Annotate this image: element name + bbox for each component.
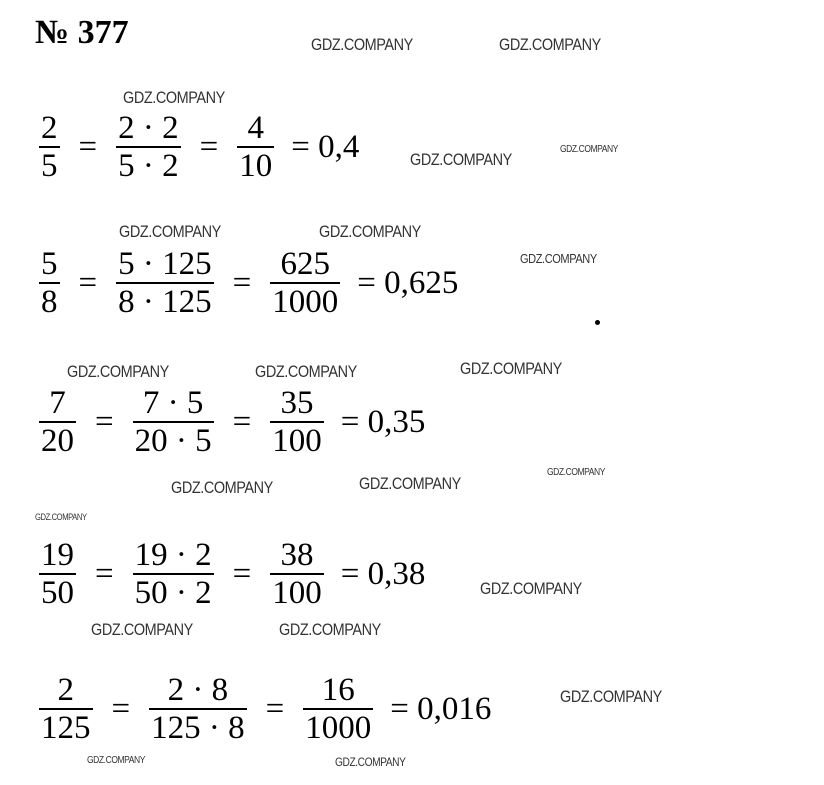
fraction: 19 50	[36, 537, 79, 611]
watermark: GDZ.COMPANY	[123, 88, 225, 107]
watermark: GDZ.COMPANY	[410, 150, 512, 169]
denominator: 20 · 5	[132, 421, 214, 459]
equals-sign: =	[78, 264, 98, 301]
decimal-result: = 0,4	[291, 128, 360, 165]
equation-row-4: 19 50 = 19 · 2 50 · 2 = 38 100 = 0,38	[36, 537, 425, 611]
fraction: 625 1000	[267, 246, 343, 320]
fraction: 35 100	[267, 385, 327, 459]
watermark: GDZ.COMPANY	[520, 251, 597, 266]
numerator: 5	[41, 246, 58, 282]
equals-sign: =	[78, 128, 98, 165]
fraction: 4 10	[234, 110, 277, 184]
denominator: 20	[39, 421, 76, 459]
equals-sign: =	[232, 403, 252, 440]
watermark: GDZ.COMPANY	[35, 512, 87, 522]
numerator: 2 · 8	[167, 672, 229, 708]
numerator: 4	[247, 110, 265, 146]
denominator: 8 · 125	[116, 282, 214, 320]
equation-row-3: 7 20 = 7 · 5 20 · 5 = 35 100 = 0,35	[36, 385, 425, 459]
watermark: GDZ.COMPANY	[255, 362, 357, 381]
fraction: 7 20	[36, 385, 79, 459]
watermark: GDZ.COMPANY	[335, 755, 406, 769]
numerator: 19 · 2	[134, 537, 212, 573]
fraction: 2 125	[36, 672, 96, 746]
watermark: GDZ.COMPANY	[560, 687, 662, 706]
numerator: 7 · 5	[142, 385, 204, 421]
numerator: 16	[321, 672, 355, 708]
denominator: 1000	[270, 282, 341, 320]
watermark: GDZ.COMPANY	[560, 144, 618, 155]
denominator: 50 · 2	[132, 573, 214, 611]
denominator: 100	[270, 421, 324, 459]
watermark: GDZ.COMPANY	[171, 478, 273, 497]
numerator: 2	[41, 110, 58, 146]
equals-sign: =	[95, 555, 114, 592]
fraction: 16 1000	[300, 672, 376, 746]
decimal-result: = 0,016	[390, 690, 492, 727]
fraction: 7 · 5 20 · 5	[130, 385, 217, 459]
decimal-result: = 0,38	[340, 555, 426, 592]
denominator: 125 · 8	[149, 708, 247, 746]
numerator: 2 · 2	[118, 110, 179, 146]
numerator: 625	[280, 246, 331, 282]
equals-sign: =	[199, 128, 219, 165]
numerator: 35	[280, 385, 314, 421]
equals-sign: =	[232, 555, 252, 592]
problem-number: № 377	[35, 14, 129, 51]
watermark: GDZ.COMPANY	[499, 35, 601, 54]
watermark: GDZ.COMPANY	[279, 620, 381, 639]
numerator: 19	[41, 537, 74, 573]
denominator: 50	[39, 573, 76, 611]
denominator: 10	[237, 146, 275, 184]
watermark: GDZ.COMPANY	[87, 755, 145, 766]
denominator: 5 · 2	[116, 146, 181, 184]
numerator: 5 · 125	[118, 246, 212, 282]
watermark: GDZ.COMPANY	[91, 620, 193, 639]
numerator: 2	[57, 672, 75, 708]
denominator: 100	[270, 573, 324, 611]
equation-row-5: 2 125 = 2 · 8 125 · 8 = 16 1000 = 0,016	[36, 672, 491, 746]
equals-sign: =	[232, 264, 252, 301]
denominator: 8	[39, 282, 60, 320]
equals-sign: =	[95, 403, 114, 440]
equals-sign: =	[265, 690, 285, 727]
fraction: 19 · 2 50 · 2	[130, 537, 217, 611]
decimal-result: = 0,625	[357, 264, 459, 301]
fraction: 2 · 8 125 · 8	[146, 672, 250, 746]
watermark: GDZ.COMPANY	[311, 35, 413, 54]
denominator: 1000	[303, 708, 374, 746]
watermark: GDZ.COMPANY	[480, 579, 582, 598]
numerator: 7	[49, 385, 66, 421]
fraction: 5 · 125 8 · 125	[113, 246, 217, 320]
dot-mark	[595, 320, 600, 325]
watermark: GDZ.COMPANY	[319, 222, 421, 241]
watermark: GDZ.COMPANY	[359, 474, 461, 493]
fraction: 38 100	[267, 537, 327, 611]
watermark: GDZ.COMPANY	[67, 362, 169, 381]
decimal-result: = 0,35	[340, 403, 426, 440]
denominator: 5	[39, 146, 60, 184]
watermark: GDZ.COMPANY	[119, 222, 221, 241]
denominator: 125	[39, 708, 93, 746]
watermark: GDZ.COMPANY	[460, 359, 562, 378]
numerator: 38	[280, 537, 314, 573]
equals-sign: =	[111, 690, 131, 727]
watermark: GDZ.COMPANY	[547, 467, 605, 478]
